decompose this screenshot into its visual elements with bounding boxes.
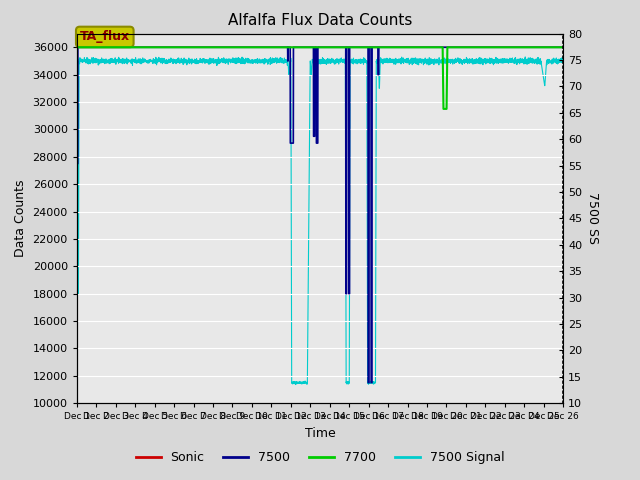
- Legend: Sonic, 7500, 7700, 7500 Signal: Sonic, 7500, 7700, 7500 Signal: [131, 446, 509, 469]
- Text: TA_flux: TA_flux: [80, 30, 130, 44]
- Y-axis label: Data Counts: Data Counts: [14, 180, 27, 257]
- Title: Alfalfa Flux Data Counts: Alfalfa Flux Data Counts: [228, 13, 412, 28]
- Y-axis label: 7500 SS: 7500 SS: [586, 192, 599, 244]
- X-axis label: Time: Time: [305, 427, 335, 440]
